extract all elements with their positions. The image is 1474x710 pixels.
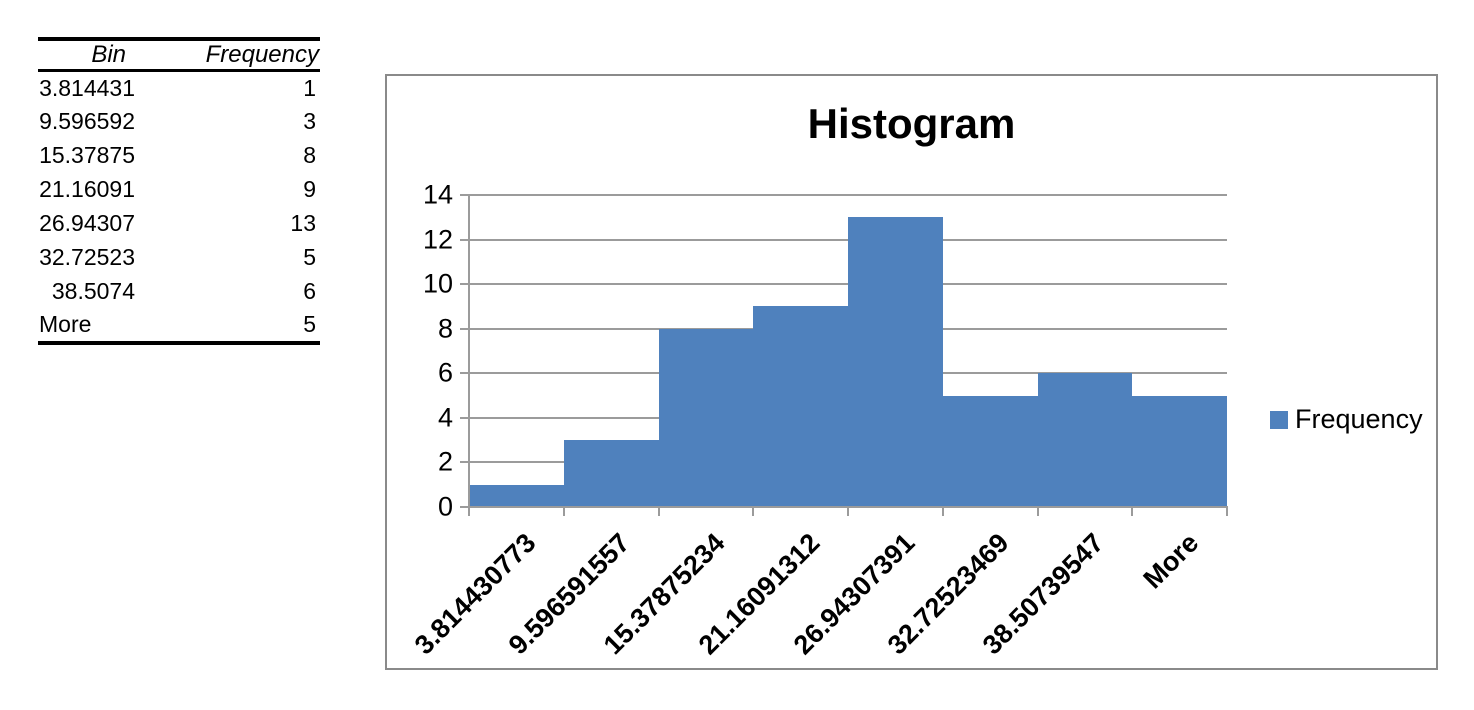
y-axis-label: 0 [437, 491, 453, 522]
bin-cell: 32.72523 [39, 244, 135, 270]
y-axis-label: 6 [437, 357, 453, 388]
histogram-bar [1037, 373, 1133, 507]
histogram-bar [942, 395, 1038, 507]
y-axis-label: 10 [422, 268, 453, 299]
table-row: 21.16091 9 [38, 173, 320, 207]
y-axis-line [468, 195, 470, 507]
frequency-table-body: 3.814431 1 9.596592 3 15.37875 8 21.16091 9 26.9… [38, 71, 320, 343]
x-axis-tick [1226, 507, 1228, 516]
y-axis-tick [460, 194, 469, 196]
x-axis-tick [752, 507, 755, 516]
frequency-cell: 5 [303, 244, 316, 270]
table-row: 26.94307 13 [38, 207, 320, 241]
table-row: 38.5074 6 [38, 275, 320, 309]
histogram-chart: Histogram 0 2 4 6 8 10 12 14 3.814430773 9.596591… [385, 74, 1438, 670]
y-axis-label: 8 [437, 313, 453, 344]
table-row: 9.596592 3 [38, 105, 320, 139]
frequency-cell: 1 [303, 74, 316, 101]
table-row: 32.72523 5 [38, 241, 320, 275]
histogram-bar [563, 440, 659, 507]
frequency-cell: 6 [303, 278, 316, 304]
x-axis-tick [941, 507, 944, 516]
y-axis-label: 2 [437, 446, 453, 477]
x-axis-tick [657, 507, 660, 516]
y-axis-tick [460, 416, 469, 419]
x-axis-tick [847, 507, 849, 516]
frequency-cell: 3 [303, 108, 316, 134]
legend: Frequency [1270, 406, 1423, 433]
legend-label: Frequency [1295, 404, 1423, 434]
histogram-bar [469, 484, 564, 507]
y-axis-tick [460, 461, 469, 464]
bin-cell: 26.94307 [39, 210, 135, 236]
frequency-cell: 8 [303, 142, 316, 168]
x-axis-tick [468, 507, 470, 516]
frequency-cell: 5 [303, 311, 316, 337]
gridline [469, 194, 1227, 196]
plot-area: 0 2 4 6 8 10 12 14 3.814430773 9.596591557 15.3787… [408, 181, 1228, 660]
x-axis-tick [1036, 507, 1039, 516]
chart-title: Histogram [807, 100, 1016, 147]
frequency-cell: 13 [290, 210, 316, 236]
x-axis-tick [1131, 507, 1134, 516]
y-axis-tick [460, 238, 469, 241]
table-row: 3.814431 1 [38, 71, 320, 105]
y-axis-tick [460, 327, 469, 330]
frequency-table-header: Bin Frequency [38, 39, 320, 71]
y-axis-tick [460, 283, 469, 286]
histogram-bar [658, 328, 754, 507]
histogram-bar [1132, 395, 1227, 507]
y-axis-label: 4 [437, 402, 453, 433]
bin-cell: 3.814431 [39, 74, 135, 101]
bin-cell: 9.596592 [39, 108, 135, 134]
bin-cell: More [39, 311, 92, 337]
y-axis-tick [460, 372, 469, 375]
frequency-table: Bin Frequency 3.814431 1 9.596592 3 15.37875… [38, 37, 320, 345]
bin-cell: 21.16091 [39, 176, 135, 202]
x-axis-tick [562, 507, 565, 516]
y-axis-label: 12 [422, 224, 453, 255]
frequency-cell: 9 [303, 176, 316, 202]
table-row: More 5 [38, 309, 320, 343]
bin-cell: 38.5074 [51, 278, 135, 304]
bin-cell: 15.37875 [39, 142, 135, 168]
frequency-column-header: Frequency [205, 41, 319, 68]
y-axis-tick [460, 506, 469, 508]
table-header-row: Bin Frequency [38, 39, 320, 71]
x-axis-label: More [1137, 527, 1205, 595]
legend-swatch-icon [1270, 410, 1288, 429]
y-axis-label: 14 [422, 179, 453, 210]
histogram-bar [753, 306, 848, 507]
bin-column-header: Bin [91, 41, 126, 68]
table-row: 15.37875 8 [38, 139, 320, 173]
histogram-bar [848, 217, 943, 507]
